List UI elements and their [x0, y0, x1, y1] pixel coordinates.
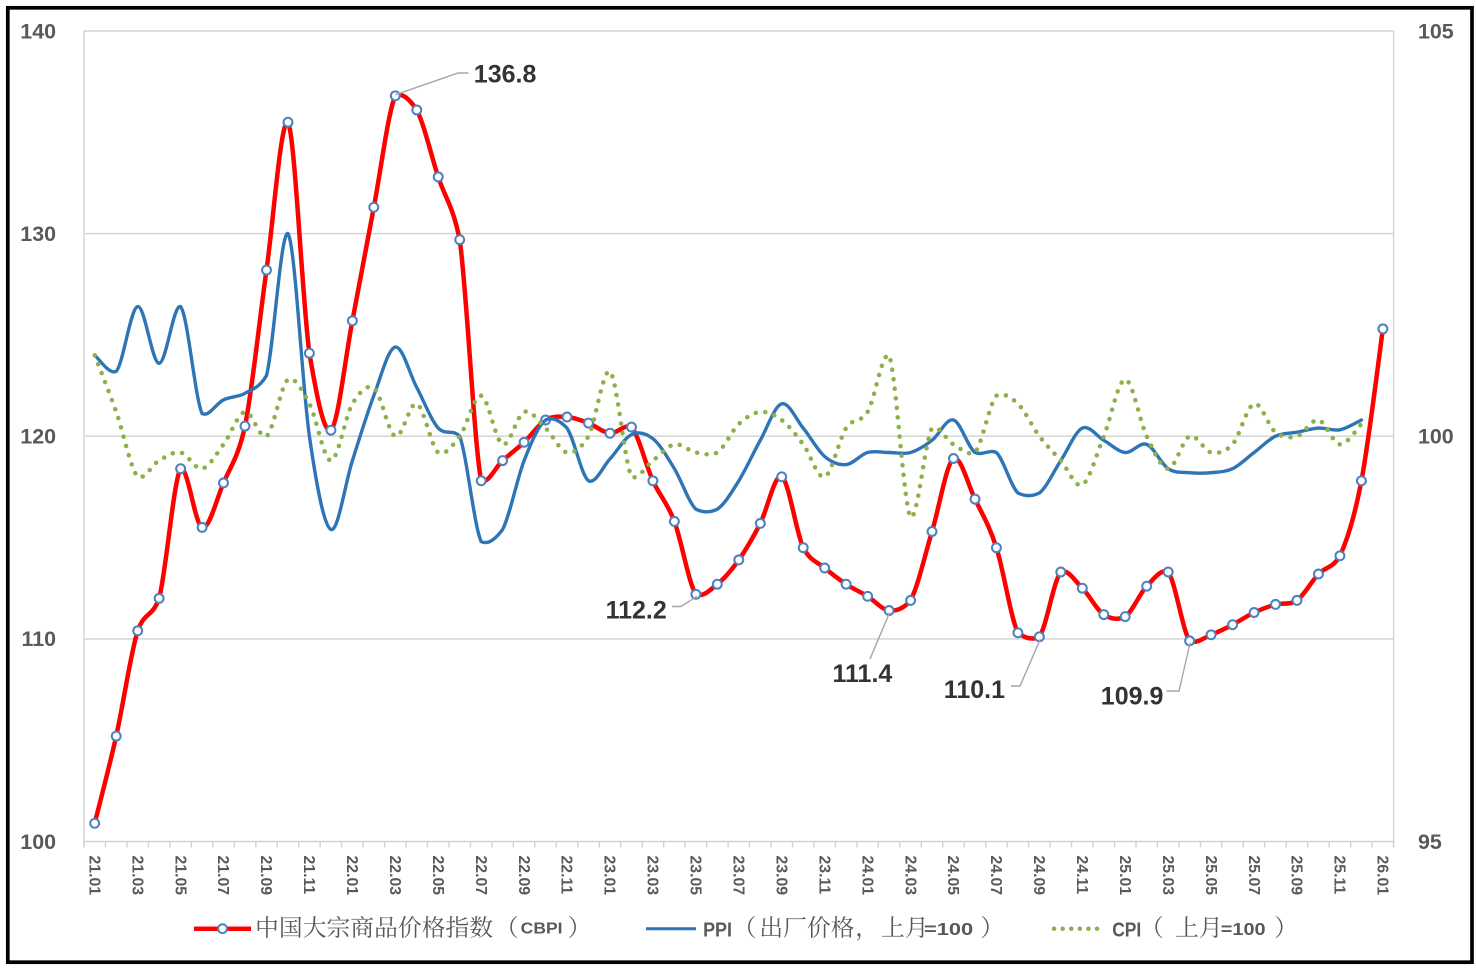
svg-text:25.11: 25.11 — [1331, 856, 1348, 895]
svg-text:95: 95 — [1418, 830, 1442, 854]
svg-text:110.1: 110.1 — [944, 676, 1005, 704]
svg-text:23.01: 23.01 — [601, 856, 618, 896]
svg-text:25.07: 25.07 — [1245, 856, 1262, 896]
svg-text:23.07: 23.07 — [730, 856, 747, 896]
svg-text:24.01: 24.01 — [858, 856, 875, 896]
svg-text:21.05: 21.05 — [171, 856, 188, 896]
svg-text:25.05: 25.05 — [1202, 856, 1219, 896]
svg-text:100: 100 — [20, 830, 56, 854]
svg-text:21.07: 21.07 — [214, 856, 231, 896]
svg-text:CBPI: CBPI — [521, 921, 563, 938]
svg-text:22.05: 22.05 — [429, 856, 446, 896]
svg-text:24.03: 24.03 — [901, 856, 918, 896]
svg-text:21.03: 21.03 — [128, 856, 145, 896]
svg-text:100: 100 — [1418, 425, 1454, 449]
svg-text:130: 130 — [20, 222, 56, 246]
svg-text:26.01: 26.01 — [1374, 856, 1391, 896]
svg-text:24.09: 24.09 — [1030, 856, 1047, 896]
svg-text:140: 140 — [20, 19, 56, 43]
svg-text:21.11: 21.11 — [300, 856, 317, 895]
svg-text:22.03: 22.03 — [386, 856, 403, 896]
svg-text:111.4: 111.4 — [833, 660, 893, 688]
svg-text:105: 105 — [1418, 19, 1454, 43]
svg-text:25.01: 25.01 — [1116, 856, 1133, 896]
svg-text:=100: =100 — [1221, 919, 1266, 939]
svg-text:110: 110 — [21, 627, 56, 651]
svg-text:22.07: 22.07 — [472, 856, 489, 896]
svg-text:21.01: 21.01 — [85, 856, 102, 896]
svg-text:22.09: 22.09 — [515, 856, 532, 896]
svg-text:24.11: 24.11 — [1073, 856, 1090, 895]
svg-text:24.05: 24.05 — [944, 856, 961, 896]
svg-text:25.03: 25.03 — [1159, 856, 1176, 896]
svg-text:22.11: 22.11 — [558, 856, 575, 895]
svg-text:23.05: 23.05 — [687, 856, 704, 896]
svg-text:=100: =100 — [924, 919, 974, 939]
svg-text:24.07: 24.07 — [987, 856, 1004, 896]
svg-text:23.03: 23.03 — [644, 856, 661, 896]
svg-text:136.8: 136.8 — [474, 61, 537, 89]
svg-text:23.11: 23.11 — [815, 856, 832, 895]
svg-text:PPI: PPI — [703, 920, 732, 942]
svg-text:112.2: 112.2 — [606, 597, 667, 625]
svg-text:22.01: 22.01 — [343, 856, 360, 896]
svg-text:120: 120 — [20, 425, 56, 449]
svg-text:CPI: CPI — [1112, 920, 1141, 942]
svg-text:21.09: 21.09 — [257, 856, 274, 896]
svg-text:23.09: 23.09 — [772, 856, 789, 896]
svg-text:25.09: 25.09 — [1288, 856, 1305, 896]
svg-text:109.9: 109.9 — [1101, 683, 1164, 711]
